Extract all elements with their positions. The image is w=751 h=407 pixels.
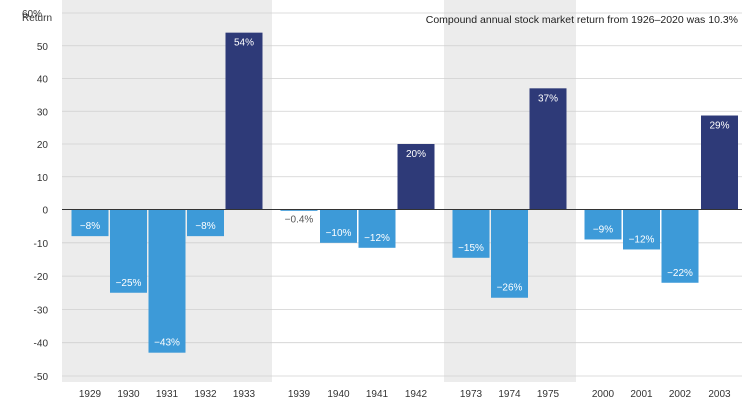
- x-tick-label: 1942: [405, 389, 428, 400]
- data-label: −25%: [116, 278, 142, 289]
- bar-1975: [529, 88, 567, 210]
- annotation-note: Compound annual stock market return from…: [426, 14, 738, 26]
- data-label: −8%: [80, 221, 100, 232]
- y-tick-label: 20: [37, 140, 49, 151]
- data-label: 20%: [406, 149, 426, 160]
- x-tick-label: 1931: [156, 389, 179, 400]
- data-label: −12%: [629, 234, 655, 245]
- y-tick-label: 60%: [22, 9, 42, 20]
- x-tick-label: 1973: [460, 389, 483, 400]
- data-label: −26%: [497, 283, 523, 294]
- x-tick-label: 1940: [327, 389, 350, 400]
- data-label: 37%: [538, 93, 558, 104]
- y-axis: 60% 50 40 30 20 10 0 -10 -20 -30 -40 -50: [22, 9, 48, 383]
- bar-1974: [491, 209, 528, 298]
- data-label: 29%: [709, 121, 729, 132]
- y-tick-label: -30: [34, 305, 49, 316]
- bar-1929: [71, 209, 109, 237]
- x-tick-label: 1974: [498, 389, 521, 400]
- x-tick-label: 2002: [669, 389, 692, 400]
- data-label: −10%: [326, 228, 352, 239]
- shaded-bands: [62, 0, 576, 382]
- y-tick-label: 10: [37, 173, 49, 184]
- bar-1973: [452, 209, 490, 258]
- x-tick-label: 1929: [79, 389, 102, 400]
- bar-1941: [358, 209, 396, 248]
- x-tick-label: 1939: [288, 389, 311, 400]
- data-label: −8%: [195, 221, 215, 232]
- data-label: −43%: [154, 338, 180, 349]
- x-tick-label: 2001: [630, 389, 653, 400]
- data-label: −0.4%: [285, 215, 314, 226]
- x-tick-label: 1933: [233, 389, 256, 400]
- y-tick-label: -50: [34, 372, 49, 383]
- data-label: −22%: [667, 268, 693, 279]
- x-tick-label: 1930: [117, 389, 140, 400]
- bar-1932: [187, 209, 224, 237]
- data-label: 54%: [234, 38, 254, 49]
- bar-2003: [701, 115, 738, 210]
- x-tick-label: 2000: [592, 389, 615, 400]
- bar-1940: [320, 209, 357, 243]
- x-tick-label: 1975: [537, 389, 560, 400]
- y-tick-label: 50: [37, 42, 49, 53]
- y-axis-label: Return: [22, 13, 52, 24]
- data-label: −12%: [364, 233, 390, 244]
- y-tick-label: -10: [34, 239, 49, 250]
- y-tick-label: -20: [34, 272, 49, 283]
- y-tick-label: 40: [37, 75, 49, 86]
- x-tick-label: 1941: [366, 389, 389, 400]
- bar-1933: [225, 32, 263, 210]
- y-tick-label: 30: [37, 107, 49, 118]
- bars: −8% −25% −43% −8% 54% −0.4% −10% −12% 20% −15% −26…: [71, 32, 738, 353]
- x-tick-label: 1932: [194, 389, 217, 400]
- data-label: −15%: [458, 243, 484, 254]
- y-tick-label: -40: [34, 339, 49, 350]
- bar-1931: [148, 209, 186, 353]
- bar-2000: [584, 209, 622, 240]
- bar-1939: [280, 209, 318, 211]
- bar-2001: [623, 209, 660, 250]
- bar-1930: [110, 209, 147, 293]
- x-axis: 1929 1930 1931 1932 1933 1939 1940 1941 1942 1973…: [79, 389, 731, 400]
- y-tick-label: 0: [42, 206, 48, 217]
- bar-1942: [397, 144, 435, 210]
- bar-2002: [661, 209, 699, 283]
- data-label: −9%: [593, 224, 613, 235]
- x-tick-label: 2003: [708, 389, 731, 400]
